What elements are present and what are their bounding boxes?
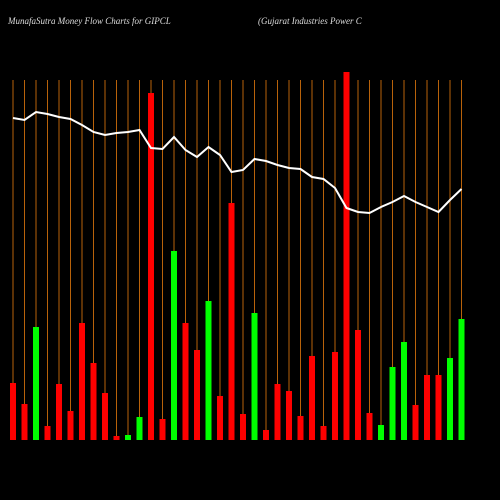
chart-subtitle: (Gujarat Industries Power C	[258, 16, 363, 26]
bar	[113, 436, 120, 440]
bar	[228, 203, 235, 440]
bar	[56, 384, 62, 440]
bar	[286, 391, 292, 440]
bar	[21, 404, 28, 440]
bar	[194, 350, 200, 440]
bar	[366, 413, 373, 440]
bar	[148, 93, 154, 440]
bar	[44, 426, 51, 440]
bar	[401, 342, 407, 440]
bar	[458, 319, 465, 440]
bar	[447, 358, 453, 440]
bar	[251, 313, 258, 440]
bar	[435, 375, 442, 440]
bar	[378, 425, 384, 440]
bar	[412, 405, 419, 440]
bar	[10, 383, 16, 440]
bar	[424, 375, 430, 440]
bar	[33, 327, 39, 440]
bar	[389, 367, 396, 440]
chart-title: MunafaSutra Money Flow Charts for GIPCL	[7, 16, 171, 26]
bar	[125, 435, 131, 440]
bar	[67, 411, 74, 440]
bar	[171, 251, 177, 440]
bar	[355, 330, 361, 440]
bar	[240, 414, 246, 440]
price-line	[12, 110, 463, 215]
bar	[79, 323, 85, 440]
bar	[159, 419, 166, 440]
bar	[182, 323, 189, 440]
bar	[320, 426, 327, 440]
bar	[136, 417, 143, 440]
bar	[297, 416, 304, 440]
bar	[309, 356, 315, 440]
bar	[205, 301, 212, 440]
bar	[343, 72, 350, 440]
bar	[332, 352, 338, 440]
bar	[102, 393, 108, 440]
bar	[263, 430, 269, 440]
bar	[274, 384, 281, 440]
bar	[217, 396, 223, 440]
bar	[90, 363, 97, 440]
